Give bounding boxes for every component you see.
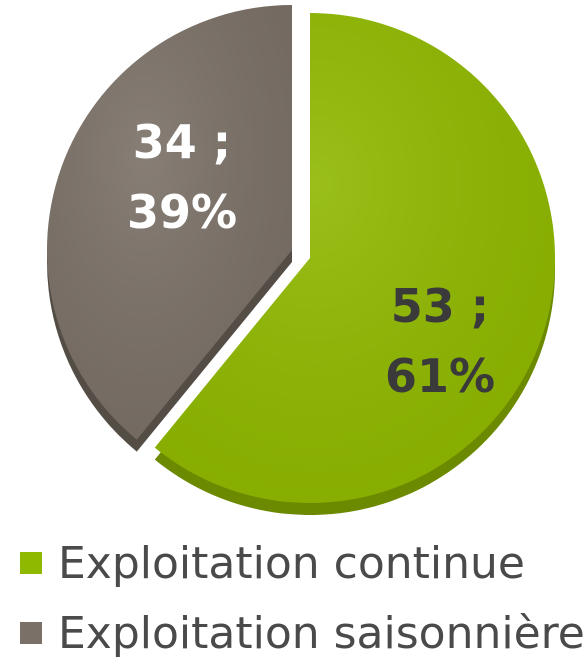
pie-data-label-saisonniere: 34 ; 39% (127, 115, 237, 239)
legend-label-saisonniere: Exploitation saisonnière (58, 607, 585, 659)
pie-chart: 53 ; 61% 34 ; 39% (47, 5, 556, 515)
chart-legend: Exploitation continue Exploitation saiso… (20, 528, 585, 668)
pie-data-label-percent-continue: 61% (385, 349, 495, 403)
legend-swatch-saisonniere (20, 622, 42, 644)
pie-data-label-value-saisonniere: 34 ; (133, 115, 231, 169)
pie-slice-gloss-continue (154, 13, 556, 503)
pie-data-label-continue: 53 ; 61% (385, 279, 495, 403)
pie-slice-gloss-saisonniere (47, 5, 292, 440)
legend-swatch-continue (20, 552, 42, 574)
legend-item-saisonniere: Exploitation saisonnière (20, 598, 585, 668)
pie-data-label-percent-saisonniere: 39% (127, 185, 237, 239)
pie-data-label-value-continue: 53 ; (391, 279, 489, 333)
legend-label-continue: Exploitation continue (58, 537, 525, 589)
legend-item-continue: Exploitation continue (20, 528, 585, 598)
